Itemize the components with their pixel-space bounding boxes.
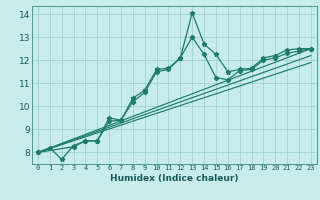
X-axis label: Humidex (Indice chaleur): Humidex (Indice chaleur) [110,174,239,183]
